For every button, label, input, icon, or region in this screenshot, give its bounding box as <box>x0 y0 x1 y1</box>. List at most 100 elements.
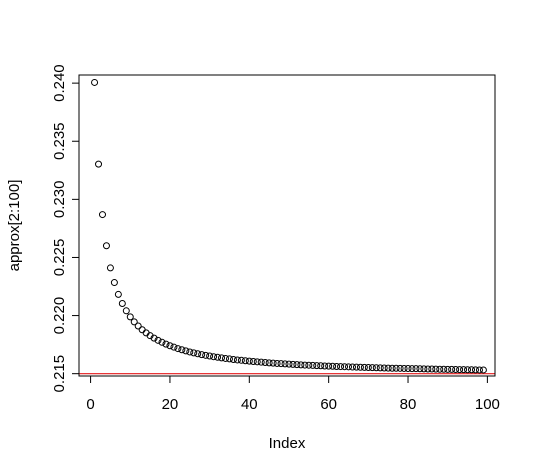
data-point <box>194 350 202 358</box>
data-point <box>313 362 321 370</box>
data-point <box>198 351 206 359</box>
data-point <box>416 365 424 373</box>
x-tick-label: 60 <box>320 396 337 413</box>
data-point <box>126 313 134 321</box>
y-axis-label: approx[2:100] <box>6 180 23 272</box>
data-point <box>134 322 142 330</box>
x-axis: 0 20 40 60 80 100 <box>86 375 500 413</box>
data-point <box>408 365 416 373</box>
data-point <box>404 365 412 373</box>
data-point <box>206 352 214 360</box>
data-point <box>221 354 229 362</box>
x-tick-label: 100 <box>475 396 500 413</box>
data-point <box>289 360 297 368</box>
data-point <box>372 364 380 372</box>
data-point <box>225 355 233 363</box>
data-point <box>436 365 444 373</box>
data-point <box>452 365 460 373</box>
data-point <box>190 349 198 357</box>
data-point <box>261 359 269 367</box>
data-point <box>388 364 396 372</box>
data-point <box>297 361 305 369</box>
data-point <box>432 365 440 373</box>
data-point <box>464 366 472 374</box>
data-point <box>110 279 118 287</box>
data-point <box>412 365 420 373</box>
data-point <box>130 318 138 326</box>
x-tick-label: 80 <box>400 396 417 413</box>
data-point <box>150 334 158 342</box>
data-point <box>281 360 289 368</box>
y-tick-label: 0.215 <box>51 355 68 393</box>
x-tick-label: 40 <box>241 396 258 413</box>
data-point <box>245 357 253 365</box>
data-point <box>186 348 194 356</box>
data-point <box>114 290 122 298</box>
data-point <box>202 351 210 359</box>
data-point <box>122 307 130 315</box>
data-point <box>333 362 341 370</box>
data-point <box>91 78 99 86</box>
data-point <box>257 358 265 366</box>
data-point <box>273 359 281 367</box>
data-point <box>376 364 384 372</box>
data-point <box>305 361 313 369</box>
data-point <box>106 264 114 272</box>
data-point <box>448 365 456 373</box>
data-point <box>233 356 241 364</box>
data-point <box>269 359 277 367</box>
data-point <box>102 242 110 250</box>
y-axis: 0.215 0.220 0.225 0.230 0.235 0.240 <box>51 64 80 393</box>
data-point <box>277 360 285 368</box>
x-tick-label: 0 <box>86 396 94 413</box>
data-point <box>456 366 464 374</box>
data-point <box>249 357 257 365</box>
y-tick-label: 0.220 <box>51 297 68 335</box>
data-point <box>329 362 337 370</box>
data-point <box>158 338 166 346</box>
data-point <box>475 366 483 374</box>
data-point <box>174 345 182 353</box>
data-point <box>337 363 345 371</box>
x-tick-label: 20 <box>162 396 179 413</box>
data-point <box>345 363 353 371</box>
data-point <box>352 363 360 371</box>
data-point <box>368 364 376 372</box>
data-point <box>98 211 106 219</box>
data-point <box>360 363 368 371</box>
data-point <box>424 365 432 373</box>
x-axis-label: Index <box>269 435 306 452</box>
data-point <box>229 355 237 363</box>
data-point <box>293 361 301 369</box>
data-point <box>444 365 452 373</box>
data-point <box>218 354 226 362</box>
data-point <box>420 365 428 373</box>
y-tick-label: 0.230 <box>51 181 68 219</box>
data-point <box>440 365 448 373</box>
data-point <box>471 366 479 374</box>
data-point <box>468 366 476 374</box>
data-points <box>91 78 487 374</box>
data-point <box>309 361 317 369</box>
y-tick-label: 0.225 <box>51 239 68 277</box>
data-point <box>154 336 162 344</box>
data-point <box>285 360 293 368</box>
data-point <box>479 366 487 374</box>
data-point <box>396 364 404 372</box>
data-point <box>162 340 170 348</box>
data-point <box>325 362 333 370</box>
data-point <box>265 359 273 367</box>
data-point <box>317 362 325 370</box>
data-point <box>460 366 468 374</box>
data-point <box>237 356 245 364</box>
data-point <box>301 361 309 369</box>
y-tick-label: 0.240 <box>51 64 68 102</box>
data-point <box>341 363 349 371</box>
data-point <box>428 365 436 373</box>
data-point <box>400 364 408 372</box>
data-point <box>170 343 178 351</box>
data-point <box>241 357 249 365</box>
data-point <box>253 358 261 366</box>
data-point <box>214 353 222 361</box>
